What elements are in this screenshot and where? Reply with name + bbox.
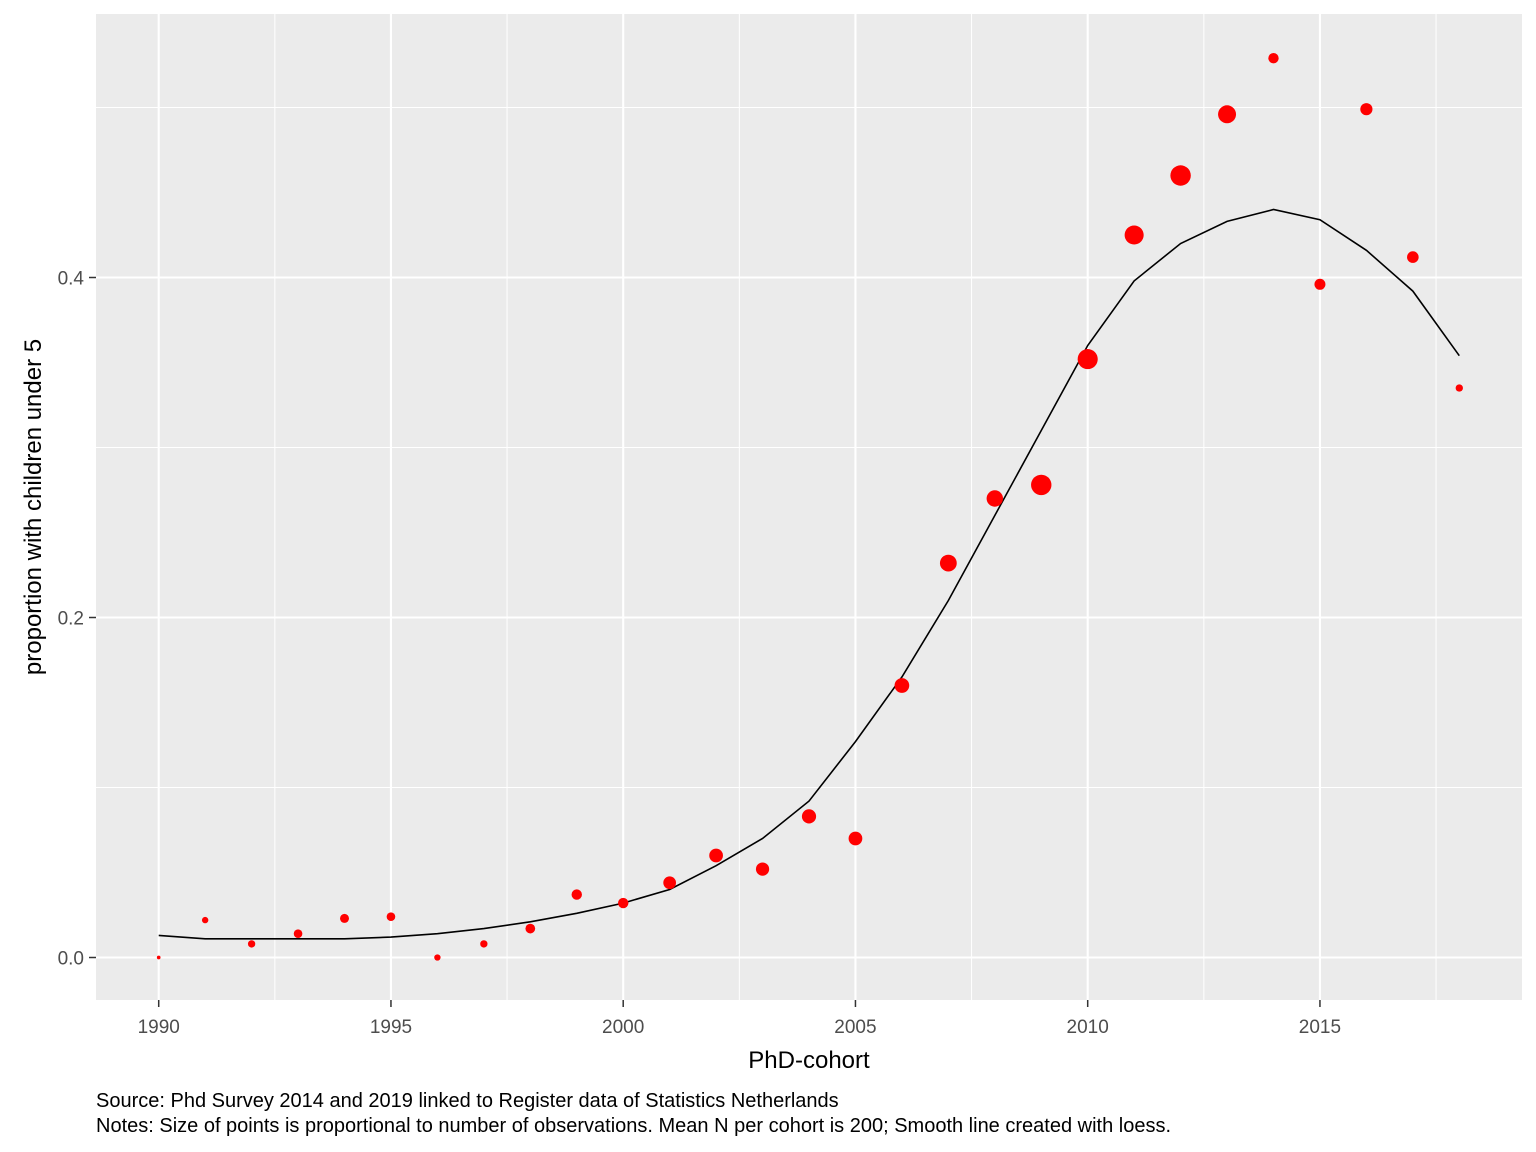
data-point	[386, 912, 396, 921]
data-point	[340, 913, 349, 923]
data-point	[1031, 474, 1052, 496]
x-axis-title: PhD-cohort	[748, 1047, 870, 1074]
data-point	[986, 490, 1003, 507]
data-point	[293, 929, 303, 938]
data-point	[1170, 165, 1191, 186]
data-point	[801, 809, 817, 824]
y-tick-label: 0.2	[58, 609, 84, 630]
data-point	[1407, 251, 1419, 263]
panel-background	[96, 14, 1522, 1000]
x-tick-label: 1995	[370, 1017, 412, 1038]
data-point	[434, 954, 441, 961]
data-point	[201, 916, 209, 924]
data-point	[1314, 278, 1326, 290]
caption-notes: Notes: Size of points is proportional to…	[96, 1115, 1171, 1137]
x-axis: 1990 1995 2000 2005 2010 2015	[138, 1000, 1341, 1038]
data-point	[709, 848, 723, 863]
data-point	[663, 876, 677, 890]
data-point	[247, 940, 256, 948]
data-point	[525, 923, 536, 934]
data-point	[1124, 225, 1144, 245]
data-point	[618, 897, 629, 909]
data-points	[156, 53, 1463, 961]
data-point	[1077, 349, 1098, 370]
grid-minor	[96, 14, 1522, 1000]
data-point	[894, 678, 910, 693]
data-point	[571, 889, 582, 900]
data-point	[1268, 53, 1279, 64]
y-tick-label: 0.4	[58, 269, 85, 290]
data-point	[939, 554, 957, 572]
y-tick-label: 0.0	[58, 949, 84, 970]
data-point	[156, 955, 161, 960]
data-point	[755, 862, 770, 876]
data-point	[1218, 105, 1237, 124]
x-tick-label: 2015	[1299, 1017, 1341, 1038]
y-axis-title: proportion with children under 5	[20, 339, 47, 675]
caption-source: Source: Phd Survey 2014 and 2019 linked …	[96, 1090, 839, 1112]
data-point	[480, 940, 488, 948]
x-tick-label: 2005	[834, 1017, 876, 1038]
loess-smooth-line	[158, 208, 1460, 940]
data-point	[1455, 384, 1463, 392]
x-tick-label: 2000	[602, 1017, 644, 1038]
y-axis: 0.0 0.2 0.4	[58, 269, 96, 970]
data-point	[848, 831, 863, 846]
x-tick-label: 1990	[138, 1017, 180, 1038]
data-point	[1360, 103, 1373, 116]
x-tick-label: 2010	[1067, 1017, 1109, 1038]
